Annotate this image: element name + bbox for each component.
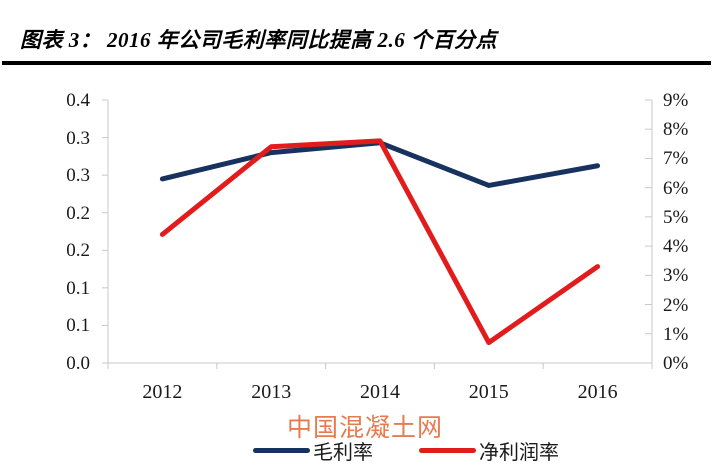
title-divider-rule — [2, 61, 711, 65]
x-axis-label: 2013 — [251, 381, 292, 403]
x-axis-label: 2014 — [360, 381, 400, 403]
legend-swatch-net-margin — [419, 448, 476, 453]
x-axis-label: 2016 — [577, 381, 618, 403]
y-axis-label-left: 0.3 — [66, 127, 90, 149]
y-axis-label-right: 7% — [663, 148, 689, 170]
legend-label-gross-margin: 毛利率 — [313, 442, 373, 464]
y-axis-label-right: 8% — [663, 119, 689, 141]
y-axis-label-left: 0.2 — [66, 202, 90, 224]
legend-swatch-gross-margin — [253, 448, 310, 453]
y-axis-label-left: 0.0 — [66, 353, 90, 374]
y-axis-label-left: 0.3 — [66, 165, 90, 187]
y-axis-label-right: 4% — [663, 236, 689, 258]
y-axis-label-left: 0.4 — [66, 90, 90, 111]
x-axis-label: 2012 — [142, 381, 183, 403]
x-axis-label: 2015 — [468, 381, 509, 403]
legend-item-gross-margin: 毛利率 — [253, 436, 373, 465]
y-axis-label-right: 3% — [663, 265, 689, 287]
y-axis-label-left: 0.2 — [66, 240, 90, 262]
legend-item-net-margin: 净利润率 — [419, 436, 559, 465]
y-axis-label-right: 0% — [663, 353, 689, 374]
legend-label-net-margin: 净利润率 — [479, 442, 559, 464]
y-axis-label-right: 6% — [663, 177, 689, 199]
watermark: 中国混凝土网 — [287, 415, 444, 442]
y-axis-label-left: 0.1 — [66, 315, 90, 337]
series-line-net-margin — [159, 138, 601, 346]
y-axis-label-left: 0.1 — [66, 277, 90, 299]
chart-title: 图表 3： 2016 年公司毛利率同比提高 2.6 个百分点 — [20, 28, 497, 52]
y-axis-label-right: 1% — [663, 323, 689, 345]
legend: 毛利率 净利润率 — [253, 436, 559, 465]
y-axis-label-right: 9% — [663, 90, 689, 111]
y-axis-label-right: 2% — [663, 294, 689, 316]
y-axis-label-right: 5% — [663, 206, 689, 228]
